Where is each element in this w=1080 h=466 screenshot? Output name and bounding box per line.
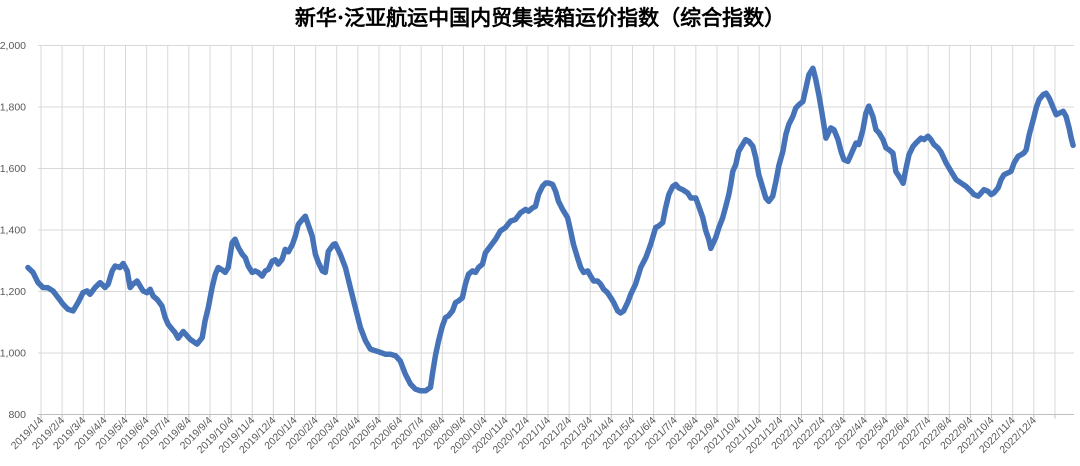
y-axis-tick-label: 1,000 [0,348,26,360]
y-axis-tick-label: 1,600 [0,163,26,175]
y-axis-tick-label: 800 [8,409,26,421]
y-axis-tick-label: 1,400 [0,225,26,237]
index-line-series [25,65,1076,394]
y-axis-tick-label: 2,000 [0,40,26,52]
y-axis-tick-label: 1,200 [0,286,26,298]
chart-title: 新华·泛亚航运中国内贸集装箱运价指数（综合指数） [294,5,786,30]
y-axis-tick-label: 1,800 [0,102,26,114]
